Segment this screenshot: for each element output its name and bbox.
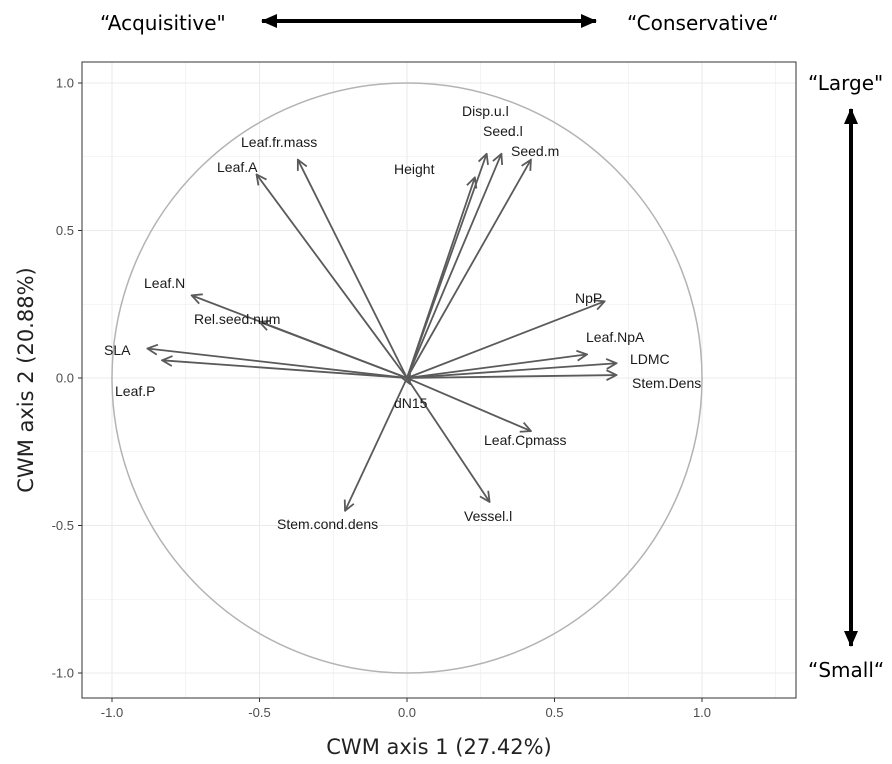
y-tick-label: 0.0: [56, 371, 74, 386]
vector-arrow-leaf-fr-mass: [298, 160, 408, 379]
vector-arrow-seed-l: [406, 154, 501, 379]
x-tick-label: 0.0: [398, 705, 416, 720]
vector-label-ldmc: LDMC: [630, 351, 670, 367]
vector-arrow-leaf-p: [162, 360, 408, 379]
y-tick-label: 0.5: [56, 223, 74, 238]
vector-label-vessel-l: Vessel.l: [464, 508, 512, 524]
vector-label-height: Height: [394, 161, 435, 177]
vector-labels: Leaf.A Leaf.fr.mass Height Disp.u.l Seed.l Se…: [104, 103, 701, 532]
vector-label-rel-seed-num: Rel.seed.num: [194, 311, 280, 327]
vector-label-leaf-a: Leaf.A: [217, 159, 258, 175]
y-axis-title: CWM axis 2 (20.88%): [14, 267, 38, 492]
y-tick-label: -1.0: [52, 666, 74, 681]
vector-label-seed-m: Seed.m: [511, 143, 559, 159]
vector-label-disp-u-l: Disp.u.l: [462, 103, 509, 119]
vector-label-leaf-npa: Leaf.NpA: [586, 329, 645, 345]
vector-label-stem-cond-dens: Stem.cond.dens: [277, 516, 378, 532]
annotation-conservative: “Conservative“: [627, 11, 778, 35]
x-tick-label: -0.5: [248, 705, 270, 720]
y-tick-label: -0.5: [52, 518, 74, 533]
vector-label-sla: SLA: [104, 342, 131, 358]
vector-arrow-leaf-a: [257, 174, 408, 379]
y-tick-label: 1.0: [56, 76, 74, 91]
vector-arrow-leaf-npa: [406, 354, 587, 379]
vector-label-leaf-n: Leaf.N: [144, 275, 185, 291]
unit-circle: [111, 82, 703, 674]
vector-label-seed-l: Seed.l: [483, 123, 523, 139]
vector-arrow-sla: [147, 349, 408, 379]
vector-arrow-stem-dens: [406, 375, 616, 378]
vector-arrow-leaf-cpmass: [406, 377, 531, 431]
vector-label-leaf-cpmass: Leaf.Cpmass: [484, 432, 566, 448]
vector-arrow-ldmc: [406, 363, 616, 379]
plot-panel: [82, 62, 796, 698]
x-axis-ticks: -1.0 -0.5 0.0 0.5 1.0: [101, 698, 711, 720]
x-tick-label: 1.0: [693, 705, 711, 720]
annotation-large: “Large": [808, 71, 883, 95]
x-tick-label: -1.0: [101, 705, 123, 720]
vector-label-dn15: dN15: [394, 395, 428, 411]
x-tick-label: 0.5: [545, 705, 563, 720]
annotation-acquisitive: “Acquisitive": [100, 11, 226, 35]
vector-label-leaf-fr-mass: Leaf.fr.mass: [241, 134, 317, 150]
vector-arrow-rel-seed-num: [260, 322, 408, 379]
plot-border: [81, 61, 797, 699]
vector-arrow-disp-u-l: [406, 154, 487, 379]
y-axis-ticks: 1.0 0.5 0.0 -0.5 -1.0: [52, 76, 82, 681]
vector-label-npp: NpP: [575, 290, 602, 306]
vector-arrow-stem-cond-dens: [345, 377, 408, 511]
vector-label-stem-dens: Stem.Dens: [632, 375, 701, 391]
vector-label-leaf-p: Leaf.P: [115, 383, 155, 399]
vector-arrow-vessel-l: [406, 377, 490, 502]
annotation-small: “Small“: [808, 658, 884, 682]
vector-arrows: [147, 154, 616, 511]
vector-arrow-seed-m: [406, 160, 531, 379]
vector-arrow-npp: [406, 301, 605, 379]
x-axis-title: CWM axis 1 (27.42%): [326, 735, 551, 759]
